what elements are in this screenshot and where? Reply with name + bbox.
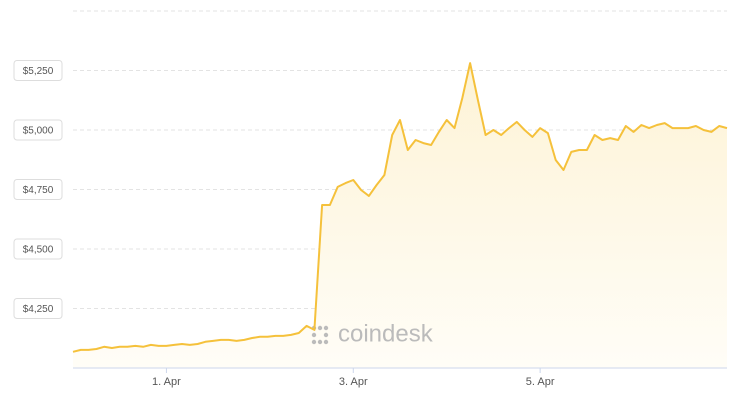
y-tick-label: $4,750: [23, 185, 54, 196]
y-tick-box: [13, 298, 63, 319]
x-tick-label: 3. Apr: [339, 376, 368, 388]
price-line: [72, 62, 728, 353]
area-fill: [73, 63, 727, 368]
grid: [73, 10, 727, 309]
x-tick-label: 1. Apr: [152, 376, 181, 388]
x-tick-label: 5. Apr: [526, 376, 555, 388]
y-tick-box: [13, 119, 63, 141]
y-tick-box: [13, 179, 63, 200]
y-tick-label: $4,250: [23, 304, 54, 315]
y-tick-box: [13, 238, 63, 260]
watermark-logo: [311, 325, 329, 345]
y-tick-label: $4,500: [23, 245, 54, 256]
y-tick-label: $5,000: [23, 126, 54, 137]
watermark-text: coindesk: [338, 320, 434, 347]
y-tick-label: $5,250: [23, 66, 54, 77]
watermark: coindesk: [311, 320, 434, 347]
y-tick-box: [13, 60, 63, 81]
